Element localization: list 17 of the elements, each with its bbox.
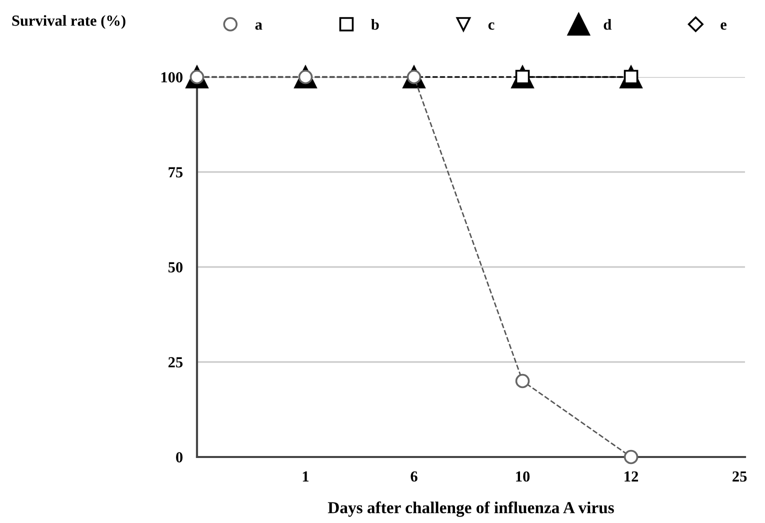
x-tick-label: 1 [302,471,309,482]
x-tick-label: 12 [624,471,638,482]
y-tick-label: 50 [168,262,183,272]
x-tick-label: 25 [732,471,747,482]
y-tick-label: 75 [168,167,183,178]
legend-label: d [604,18,612,30]
x-axis-title: Days after challenge of influenza A virus [328,501,614,517]
y-tick-label: 100 [161,72,183,82]
legend-label: c [488,22,494,30]
y-tick-label: 0 [176,452,183,462]
y-axis-title: Survival rate (%) [12,15,126,29]
legend-label: e [720,22,727,30]
x-tick-label: 10 [516,471,530,482]
x-tick-label: 6 [410,471,418,482]
y-tick-label: 25 [168,357,183,368]
legend-label: b [371,18,379,30]
legend-label: a [255,22,262,30]
